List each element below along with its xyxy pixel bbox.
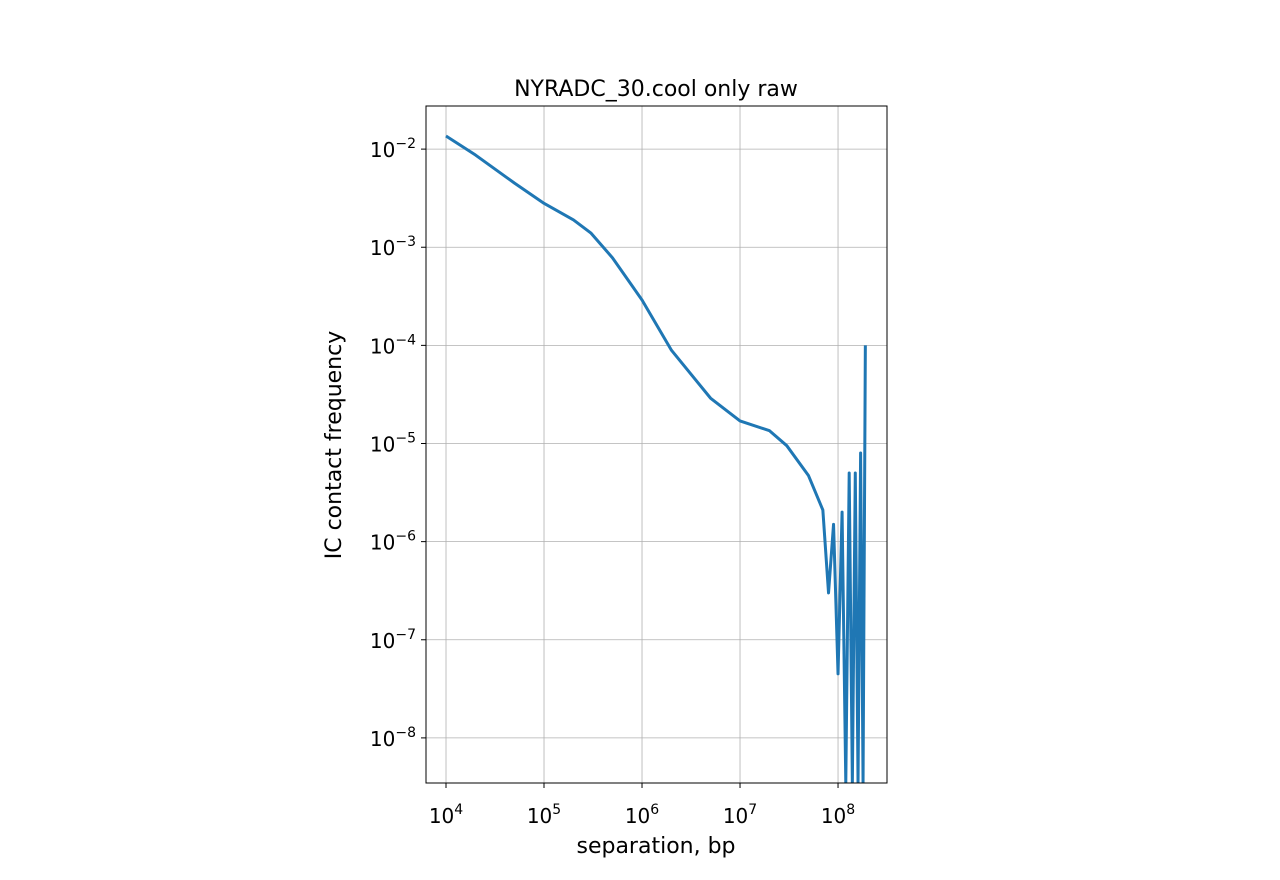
x-tick-label: 106	[625, 802, 659, 828]
axes-frame	[425, 105, 888, 784]
x-tick-label: 108	[821, 802, 855, 828]
y-tick-label: 10−7	[370, 627, 416, 653]
x-tick-label: 107	[723, 802, 757, 828]
y-tick-label: 10−2	[370, 136, 416, 162]
plot-area	[426, 106, 887, 783]
chart-title: NYRADC_30.cool only raw	[514, 77, 798, 102]
y-tick-label: 10−6	[370, 529, 416, 555]
x-axis-label: separation, bp	[576, 834, 735, 859]
grid	[426, 106, 887, 783]
y-axis-label: IC contact frequency	[322, 331, 347, 560]
data-line	[445, 134, 867, 783]
ticks: 104 105 106 107 108 10−2 10−3 10−4 10−5 10−6 10−7 1…	[370, 136, 855, 828]
x-tick-label: 104	[429, 802, 463, 828]
y-tick-label: 10−5	[370, 431, 416, 457]
y-tick-label: 10−3	[370, 234, 416, 260]
y-tick-label: 10−4	[370, 332, 416, 358]
plot	[445, 134, 867, 783]
y-tick-label: 10−8	[370, 725, 416, 751]
x-tick-label: 105	[527, 802, 561, 828]
